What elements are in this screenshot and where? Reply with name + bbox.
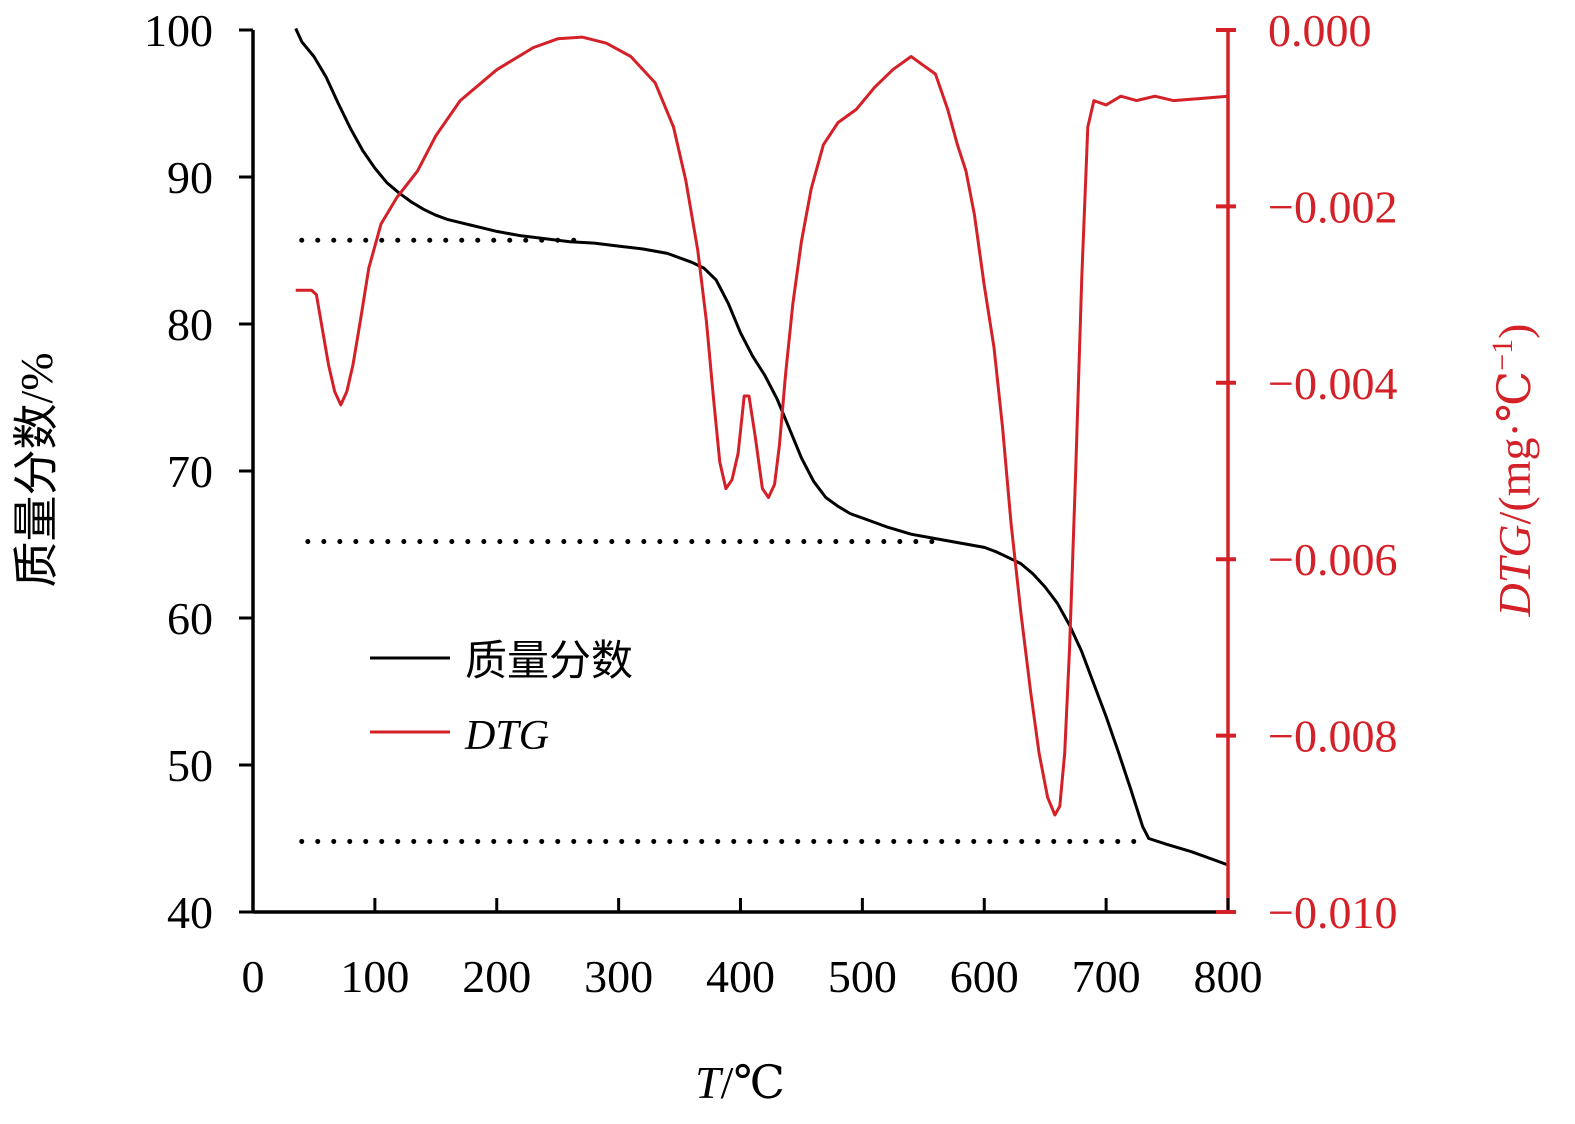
x-tick-label: 100 [340, 951, 409, 1002]
legend: 质量分数 DTG [370, 639, 633, 759]
legend-label-mass: 质量分数 [465, 639, 633, 685]
y-left-tick-label: 90 [167, 152, 213, 203]
y-right-tick-label: −0.008 [1268, 711, 1397, 762]
x-tick-label: 400 [706, 951, 775, 1002]
y-right-tick-label: 0.000 [1268, 5, 1372, 56]
y-right-axis-ticks: 0.000 −0.002 −0.004 −0.006 −0.008 −0.010 [1216, 5, 1397, 938]
x-tick-label: 500 [828, 951, 897, 1002]
x-tick-label: 600 [950, 951, 1019, 1002]
x-tick-label: 700 [1072, 951, 1141, 1002]
y-right-tick-label: −0.010 [1268, 887, 1397, 938]
x-tick-label: 800 [1194, 951, 1263, 1002]
y-left-tick-label: 70 [167, 446, 213, 497]
y-left-tick-label: 100 [144, 5, 213, 56]
y-left-tick-label: 80 [167, 299, 213, 350]
dtg-series-line [295, 35, 1229, 817]
y-left-tick-label: 50 [167, 740, 213, 791]
y-left-axis-ticks: 40 50 60 70 80 90 100 [144, 5, 253, 938]
x-axis-title: T/℃ [695, 1057, 785, 1108]
y-right-tick-label: −0.006 [1268, 534, 1397, 585]
mass-fraction-series-line [294, 27, 1229, 867]
x-tick-label: 200 [462, 951, 531, 1002]
y-right-axis-title: DTG/(mg·℃−1) [1486, 324, 1540, 618]
reference-lines [299, 237, 1146, 844]
y-left-tick-label: 40 [167, 887, 213, 938]
series-layer [294, 27, 1229, 867]
y-left-tick-label: 60 [167, 593, 213, 644]
y-left-axis-title: 质量分数/% [11, 352, 62, 587]
y-right-tick-label: −0.004 [1268, 358, 1397, 409]
y-right-tick-label: −0.002 [1268, 181, 1397, 232]
x-axis-ticks: 0 100 200 300 400 500 600 700 800 [242, 898, 1263, 1002]
legend-label-dtg: DTG [464, 713, 549, 759]
x-tick-label: 300 [584, 951, 653, 1002]
x-tick-label: 0 [242, 951, 265, 1002]
